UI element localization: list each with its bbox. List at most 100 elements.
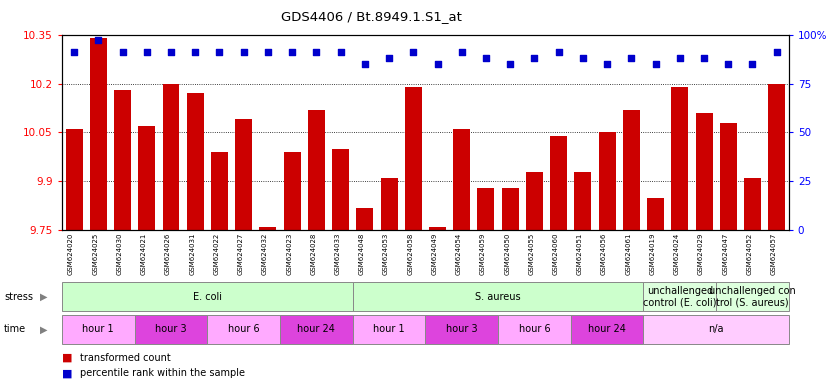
Bar bbox=[90, 38, 107, 230]
Text: hour 3: hour 3 bbox=[155, 324, 187, 334]
Bar bbox=[647, 198, 664, 230]
Text: GSM624024: GSM624024 bbox=[674, 232, 680, 275]
Bar bbox=[744, 178, 761, 230]
Text: GDS4406 / Bt.8949.1.S1_at: GDS4406 / Bt.8949.1.S1_at bbox=[282, 10, 462, 23]
Bar bbox=[695, 113, 713, 230]
Text: GSM624048: GSM624048 bbox=[358, 232, 365, 275]
Text: hour 6: hour 6 bbox=[228, 324, 259, 334]
Bar bbox=[550, 136, 567, 230]
Bar bbox=[138, 126, 155, 230]
Bar bbox=[453, 129, 470, 230]
Bar bbox=[187, 93, 204, 230]
Text: GSM624061: GSM624061 bbox=[625, 232, 631, 275]
Point bbox=[261, 49, 274, 55]
Text: GSM624033: GSM624033 bbox=[335, 232, 340, 275]
Bar bbox=[719, 123, 737, 230]
Text: unchallenged con
trol (S. aureus): unchallenged con trol (S. aureus) bbox=[709, 286, 796, 308]
Point bbox=[358, 61, 372, 67]
Text: hour 24: hour 24 bbox=[297, 324, 335, 334]
Text: GSM624021: GSM624021 bbox=[140, 232, 147, 275]
Bar bbox=[283, 152, 301, 230]
Bar bbox=[477, 188, 495, 230]
Point bbox=[237, 49, 250, 55]
Text: hour 3: hour 3 bbox=[446, 324, 477, 334]
Point bbox=[649, 61, 662, 67]
Text: GSM624027: GSM624027 bbox=[238, 232, 244, 275]
Point bbox=[746, 61, 759, 67]
Text: GSM624050: GSM624050 bbox=[504, 232, 510, 275]
Point bbox=[406, 49, 420, 55]
Text: GSM624022: GSM624022 bbox=[213, 232, 220, 275]
Point bbox=[770, 49, 783, 55]
Bar bbox=[332, 149, 349, 230]
Bar bbox=[356, 207, 373, 230]
Bar bbox=[211, 152, 228, 230]
Text: ▶: ▶ bbox=[40, 324, 47, 334]
Text: time: time bbox=[4, 324, 26, 334]
Text: GSM624028: GSM624028 bbox=[311, 232, 316, 275]
Text: hour 24: hour 24 bbox=[588, 324, 626, 334]
Point bbox=[673, 55, 686, 61]
Point bbox=[479, 55, 492, 61]
Bar bbox=[599, 132, 615, 230]
Text: GSM624054: GSM624054 bbox=[456, 232, 462, 275]
Text: GSM624031: GSM624031 bbox=[189, 232, 195, 275]
Text: hour 1: hour 1 bbox=[83, 324, 114, 334]
Point bbox=[552, 49, 565, 55]
Point bbox=[577, 55, 590, 61]
Point bbox=[722, 61, 735, 67]
Text: stress: stress bbox=[4, 291, 33, 302]
Text: GSM624053: GSM624053 bbox=[383, 232, 389, 275]
Point bbox=[286, 49, 299, 55]
Text: GSM624051: GSM624051 bbox=[577, 232, 583, 275]
Bar bbox=[308, 110, 325, 230]
Text: GSM624019: GSM624019 bbox=[649, 232, 656, 275]
Text: transformed count: transformed count bbox=[80, 353, 171, 363]
Bar bbox=[526, 172, 543, 230]
Text: percentile rank within the sample: percentile rank within the sample bbox=[80, 368, 245, 378]
Text: GSM624052: GSM624052 bbox=[747, 232, 752, 275]
Point bbox=[528, 55, 541, 61]
Text: GSM624058: GSM624058 bbox=[407, 232, 413, 275]
Bar bbox=[163, 84, 179, 230]
Text: ▶: ▶ bbox=[40, 291, 47, 302]
Bar bbox=[235, 119, 252, 230]
Point bbox=[382, 55, 396, 61]
Point bbox=[68, 49, 81, 55]
Text: GSM624060: GSM624060 bbox=[553, 232, 558, 275]
Point bbox=[310, 49, 323, 55]
Text: GSM624029: GSM624029 bbox=[698, 232, 704, 275]
Text: ■: ■ bbox=[62, 353, 73, 363]
Point bbox=[624, 55, 638, 61]
Text: E. coli: E. coli bbox=[192, 291, 222, 302]
Text: GSM624020: GSM624020 bbox=[68, 232, 74, 275]
Text: GSM624047: GSM624047 bbox=[722, 232, 729, 275]
Text: GSM624032: GSM624032 bbox=[262, 232, 268, 275]
Text: GSM624055: GSM624055 bbox=[529, 232, 534, 275]
Text: unchallenged
control (E. coli): unchallenged control (E. coli) bbox=[643, 286, 716, 308]
Text: GSM624025: GSM624025 bbox=[93, 232, 98, 275]
Bar bbox=[501, 188, 519, 230]
Bar bbox=[623, 110, 640, 230]
Bar bbox=[65, 129, 83, 230]
Bar bbox=[259, 227, 277, 230]
Text: S. aureus: S. aureus bbox=[475, 291, 521, 302]
Point bbox=[697, 55, 710, 61]
Text: GSM624026: GSM624026 bbox=[165, 232, 171, 275]
Point bbox=[504, 61, 517, 67]
Bar bbox=[405, 87, 422, 230]
Text: GSM624057: GSM624057 bbox=[771, 232, 776, 275]
Point bbox=[455, 49, 468, 55]
Bar bbox=[381, 178, 397, 230]
Point bbox=[140, 49, 154, 55]
Point bbox=[213, 49, 226, 55]
Point bbox=[188, 49, 202, 55]
Text: GSM624049: GSM624049 bbox=[431, 232, 438, 275]
Bar bbox=[672, 87, 688, 230]
Text: n/a: n/a bbox=[709, 324, 724, 334]
Text: GSM624059: GSM624059 bbox=[480, 232, 486, 275]
Point bbox=[431, 61, 444, 67]
Point bbox=[92, 37, 105, 43]
Bar bbox=[574, 172, 591, 230]
Bar bbox=[114, 90, 131, 230]
